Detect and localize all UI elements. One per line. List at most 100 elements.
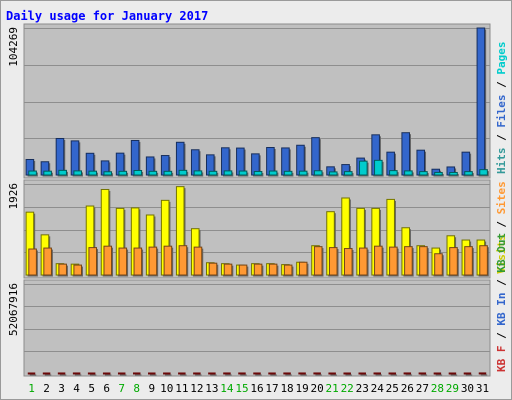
bar-hits-pages-14: [223, 170, 233, 176]
x-tick-label-day-27: 27: [416, 382, 429, 395]
x-tick-label-day-14: 14: [220, 382, 234, 395]
legend-separator: /: [495, 128, 508, 148]
legend-kbytes: KB F / KB In / KB Out: [495, 233, 508, 372]
x-tick-label-day-25: 25: [386, 382, 399, 395]
bar-kbytes-kb-f-21: [328, 372, 336, 375]
chart-title: Daily usage for January 2017: [6, 9, 208, 23]
bar-hits-hits-26: [401, 132, 410, 176]
bar-kbytes-kb-f-29-shadow: [450, 374, 458, 376]
panel-kbytes: [23, 279, 491, 377]
bar-visits-sites-14: [223, 263, 233, 276]
bar-visits-sites-31: [479, 245, 488, 276]
bar-kbytes-kb-f-19-shadow: [300, 374, 307, 376]
bar-hits-hits-20: [311, 137, 320, 176]
x-tick-label-day-4: 4: [73, 382, 80, 395]
bar-kbytes-kb-f-22-shadow: [345, 374, 352, 376]
bar-kbytes-kb-f-21-shadow: [330, 374, 337, 376]
bar-hits-pages-3: [58, 169, 67, 176]
panel-hits: [23, 23, 491, 179]
bar-visits-sites-16: [253, 263, 263, 276]
bar-kbytes-kb-f-5-shadow: [89, 374, 97, 376]
bar-hits-hits-19: [296, 144, 305, 176]
x-tick-label-day-12: 12: [190, 382, 203, 395]
legend-item-kb-out: KB Out: [495, 233, 508, 273]
x-tick-label-day-9: 9: [148, 382, 155, 395]
bar-hits-pages-27: [419, 171, 428, 176]
bar-kbytes-kb-f-10: [163, 372, 171, 375]
bar-visits-sites-22: [343, 248, 353, 276]
bar-hits-pages-5: [88, 170, 98, 176]
x-tick-label-day-24: 24: [371, 382, 385, 395]
bar-hits-pages-4: [73, 170, 82, 176]
bar-hits-pages-25: [389, 170, 398, 176]
bar-kbytes-kb-f-16: [253, 372, 261, 375]
bar-hits-pages-1: [28, 170, 37, 176]
bar-kbytes-kb-f-15: [238, 372, 246, 375]
bar-visits-sites-27: [419, 246, 428, 276]
legend-item-kb-f: KB F: [495, 346, 508, 373]
bar-visits-sites-6: [103, 245, 113, 276]
bar-hits-pages-30: [464, 171, 473, 176]
bar-visits-sites-19: [298, 261, 308, 276]
bar-kbytes-kb-f-3: [57, 372, 66, 375]
bar-visits-sites-1: [28, 248, 37, 276]
bar-kbytes-kb-f-15-shadow: [240, 374, 247, 376]
legend-item-sites: Sites: [495, 181, 508, 214]
bar-kbytes-kb-f-11: [178, 372, 186, 375]
bar-kbytes-kb-f-24-shadow: [375, 374, 383, 376]
bar-visits-sites-9: [148, 246, 158, 276]
bar-kbytes-kb-f-25-shadow: [390, 374, 398, 376]
x-tick-label-day-21: 21: [326, 382, 339, 395]
bar-hits-pages-18: [283, 170, 293, 176]
bar-visits-sites-5: [88, 247, 98, 276]
bar-kbytes-kb-f-17: [268, 372, 276, 375]
x-tick-label-day-22: 22: [341, 382, 354, 395]
bar-visits-sites-15: [238, 264, 248, 276]
bar-kbytes-kb-f-8-shadow: [134, 374, 142, 376]
bar-kbytes-kb-f-17-shadow: [270, 374, 277, 376]
legend-item-visits: Visits: [495, 234, 508, 274]
bar-hits-pages-9: [148, 170, 158, 176]
bar-kbytes-kb-f-31: [478, 372, 487, 375]
bar-kbytes-kb-f-7: [117, 372, 126, 375]
bar-visits-sites-24: [374, 245, 383, 276]
bar-hits-pages-20: [313, 170, 323, 176]
bar-hits-hits-3: [55, 137, 65, 176]
legend-item-files: Files: [495, 95, 508, 128]
bar-kbytes-kb-f-14-shadow: [225, 374, 232, 376]
bar-kbytes-kb-f-6: [102, 372, 111, 375]
bar-kbytes-kb-f-4: [72, 372, 81, 375]
bar-hits-pages-10: [163, 170, 173, 176]
bar-kbytes-kb-f-31-shadow: [480, 374, 488, 376]
x-tick-label-day-13: 13: [205, 382, 218, 395]
legend-separator: /: [495, 214, 508, 234]
bar-visits-sites-8: [133, 247, 143, 276]
legend-separator: /: [495, 326, 508, 346]
bar-kbytes-kb-f-20: [313, 372, 321, 375]
bar-hits-pages-31: [479, 169, 488, 176]
x-tick-label-day-8: 8: [133, 382, 140, 395]
bar-visits-sites-10: [163, 245, 173, 276]
bar-visits-sites-13: [208, 262, 218, 276]
bar-hits-hits-4: [70, 140, 80, 176]
bar-kbytes-kb-f-16-shadow: [255, 374, 262, 376]
bar-visits-sites-4: [73, 264, 82, 276]
bar-hits-pages-16: [253, 170, 263, 176]
bar-hits-pages-6: [103, 171, 113, 176]
bar-hits-pages-7: [118, 170, 128, 176]
legend-separator: /: [495, 75, 508, 95]
bar-kbytes-kb-f-27-shadow: [420, 374, 428, 376]
bar-kbytes-kb-f-19: [298, 372, 306, 375]
x-tick-label-day-2: 2: [43, 382, 50, 395]
x-tick-label-day-7: 7: [118, 382, 125, 395]
bar-visits-sites-20: [313, 246, 323, 276]
bar-kbytes-kb-f-4-shadow: [74, 374, 82, 376]
bar-kbytes-kb-f-3-shadow: [59, 374, 67, 376]
bar-kbytes-kb-f-18-shadow: [285, 374, 292, 376]
x-tick-label-day-28: 28: [431, 382, 444, 395]
bar-visits-sites-3: [58, 263, 67, 276]
bar-kbytes-kb-f-22: [343, 372, 351, 375]
bar-hits-pages-22: [343, 171, 353, 176]
bar-visits-sites-12: [193, 246, 203, 276]
